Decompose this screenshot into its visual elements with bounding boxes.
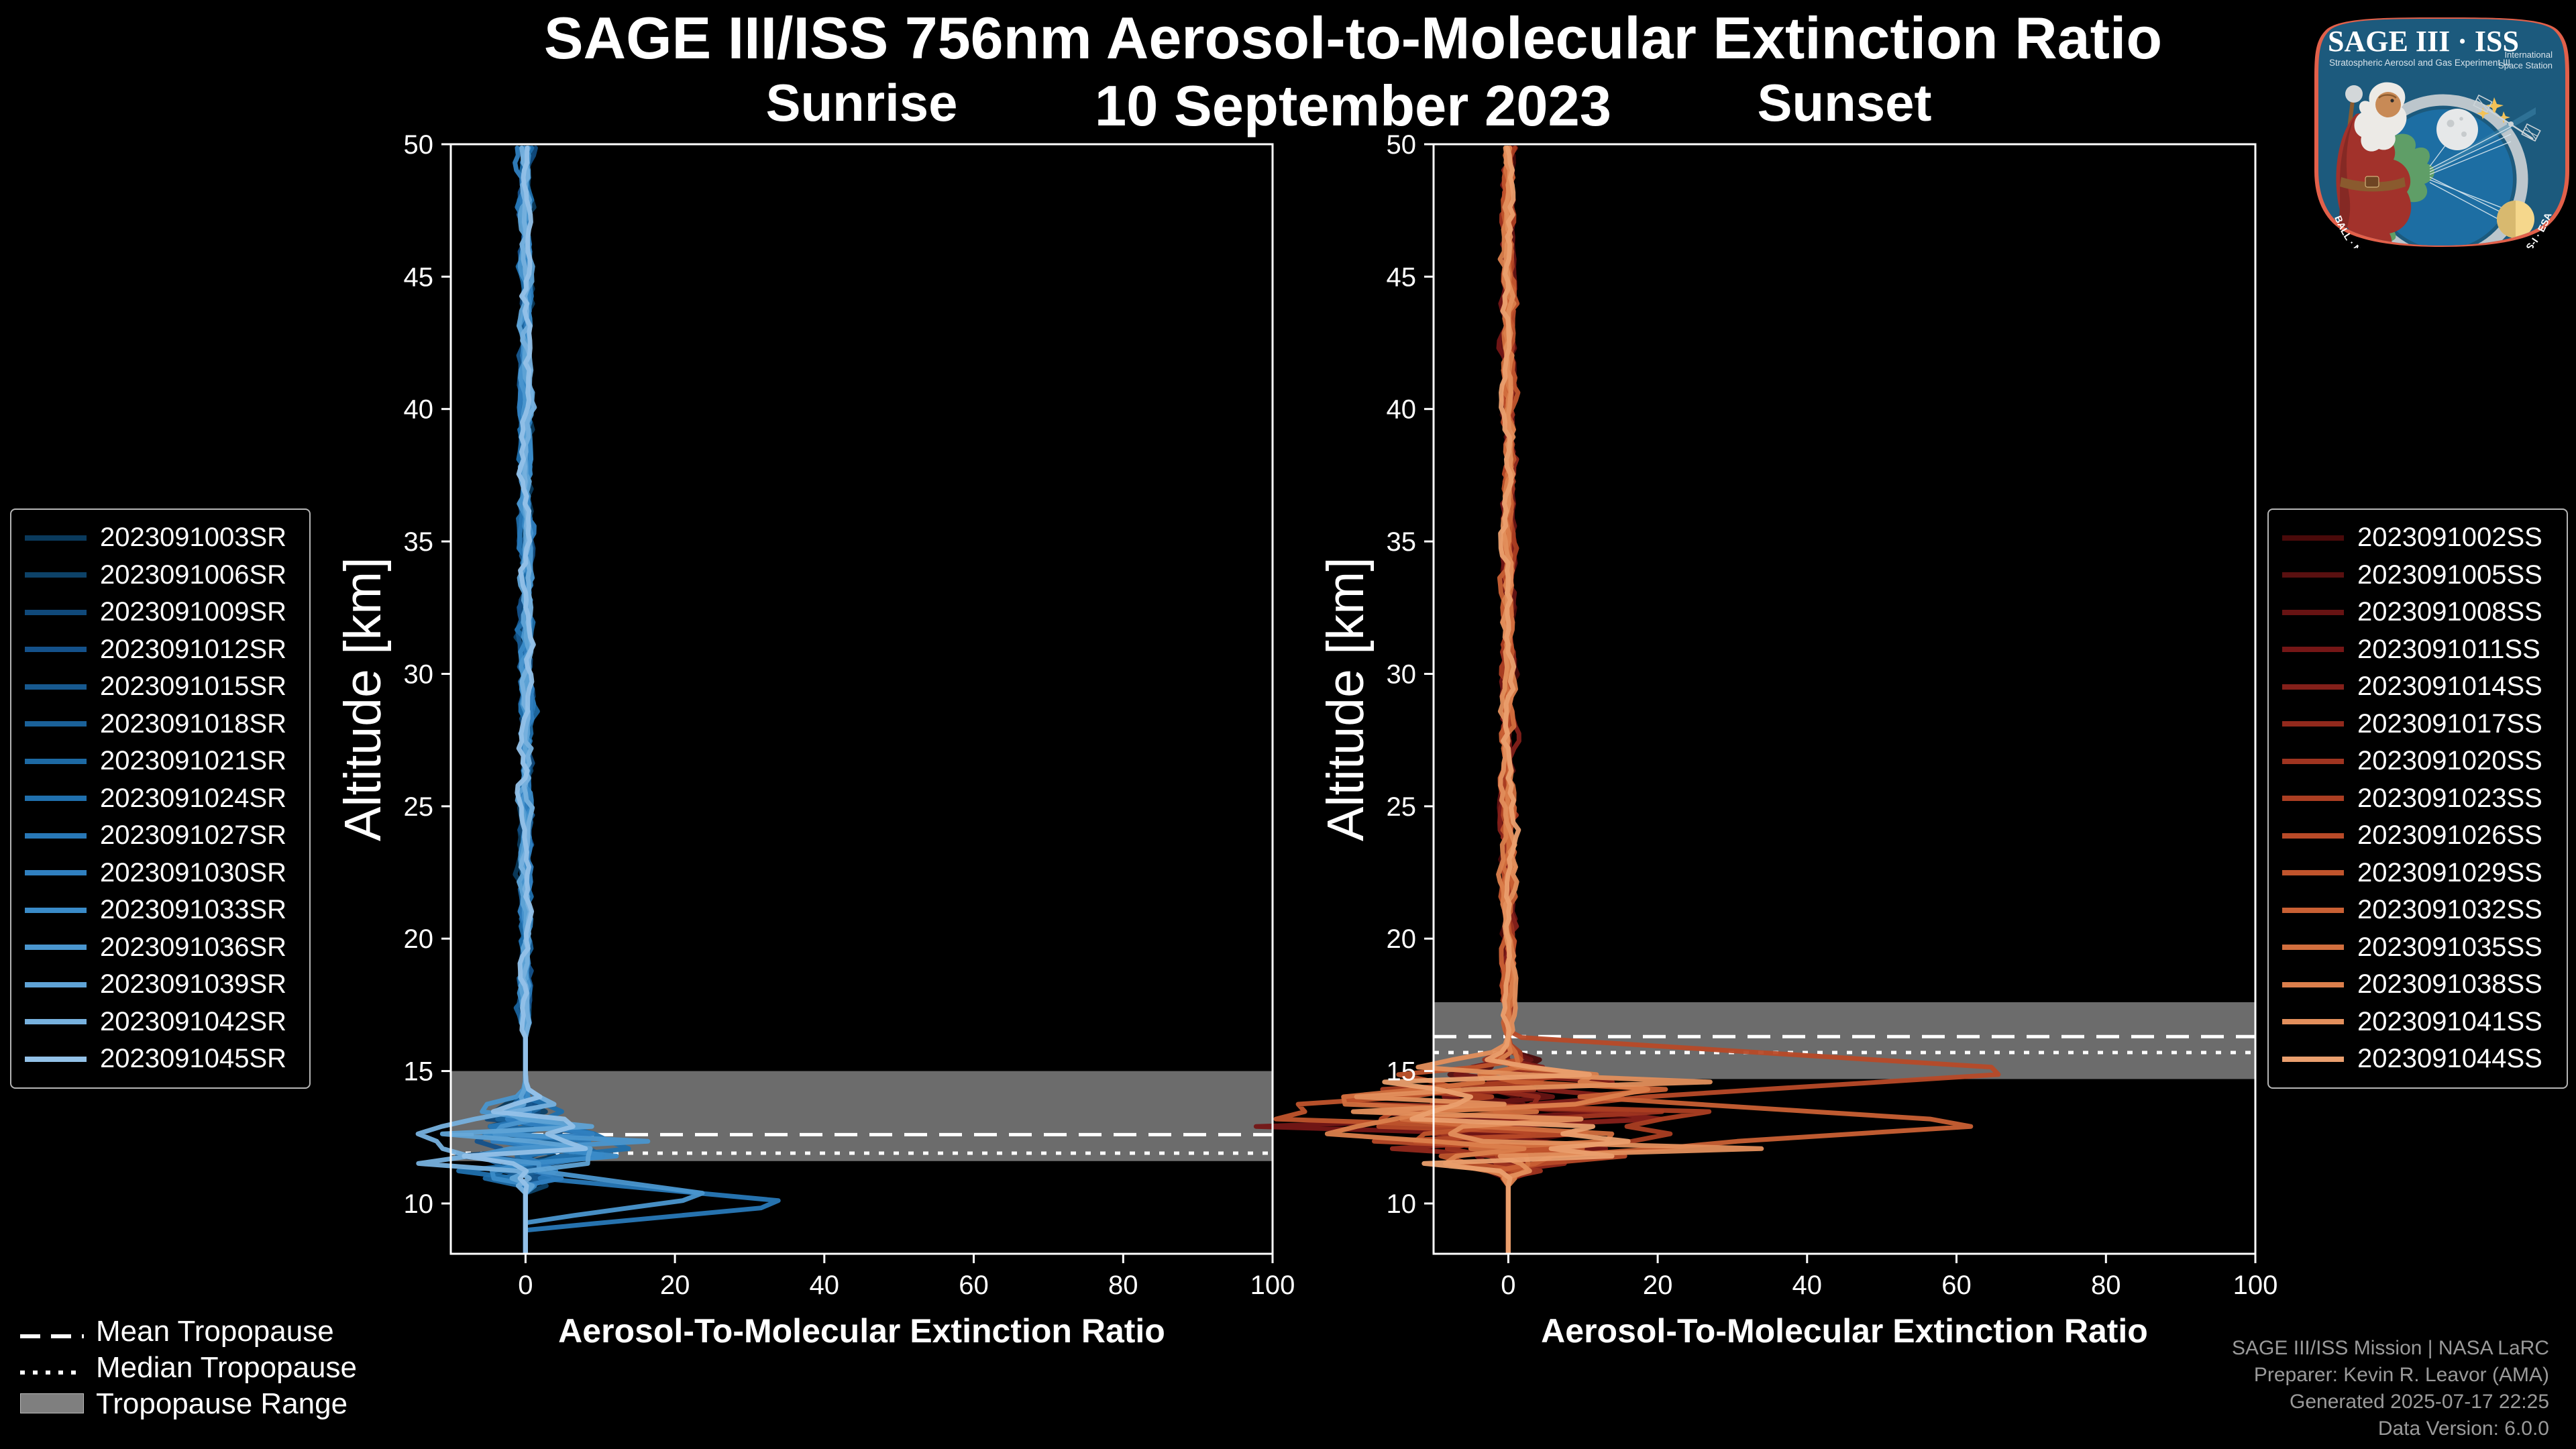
svg-text:100: 100 (2233, 1271, 2278, 1300)
svg-text:20: 20 (1387, 924, 1417, 954)
svg-text:40: 40 (404, 395, 434, 425)
svg-text:25: 25 (1387, 792, 1417, 822)
svg-text:60: 60 (1941, 1271, 1972, 1300)
svg-text:15: 15 (404, 1057, 434, 1087)
svg-text:50: 50 (404, 130, 434, 160)
svg-text:10: 10 (1387, 1189, 1417, 1219)
svg-text:20: 20 (1643, 1271, 1673, 1300)
svg-text:45: 45 (404, 262, 434, 292)
svg-text:30: 30 (1387, 660, 1417, 690)
svg-text:35: 35 (1387, 527, 1417, 557)
svg-text:80: 80 (1108, 1271, 1138, 1300)
svg-text:40: 40 (1387, 395, 1417, 425)
svg-text:100: 100 (1250, 1271, 1295, 1300)
svg-text:45: 45 (1387, 262, 1417, 292)
svg-text:25: 25 (404, 792, 434, 822)
svg-text:20: 20 (404, 924, 434, 954)
svg-text:80: 80 (2091, 1271, 2121, 1300)
svg-text:35: 35 (404, 527, 434, 557)
svg-text:40: 40 (810, 1271, 840, 1300)
svg-text:60: 60 (959, 1271, 989, 1300)
svg-text:40: 40 (1792, 1271, 1823, 1300)
svg-text:10: 10 (404, 1189, 434, 1219)
svg-text:0: 0 (1501, 1271, 1515, 1300)
svg-text:20: 20 (660, 1271, 690, 1300)
svg-text:30: 30 (404, 660, 434, 690)
svg-text:50: 50 (1387, 130, 1417, 160)
svg-text:15: 15 (1387, 1057, 1417, 1087)
svg-text:0: 0 (518, 1271, 533, 1300)
